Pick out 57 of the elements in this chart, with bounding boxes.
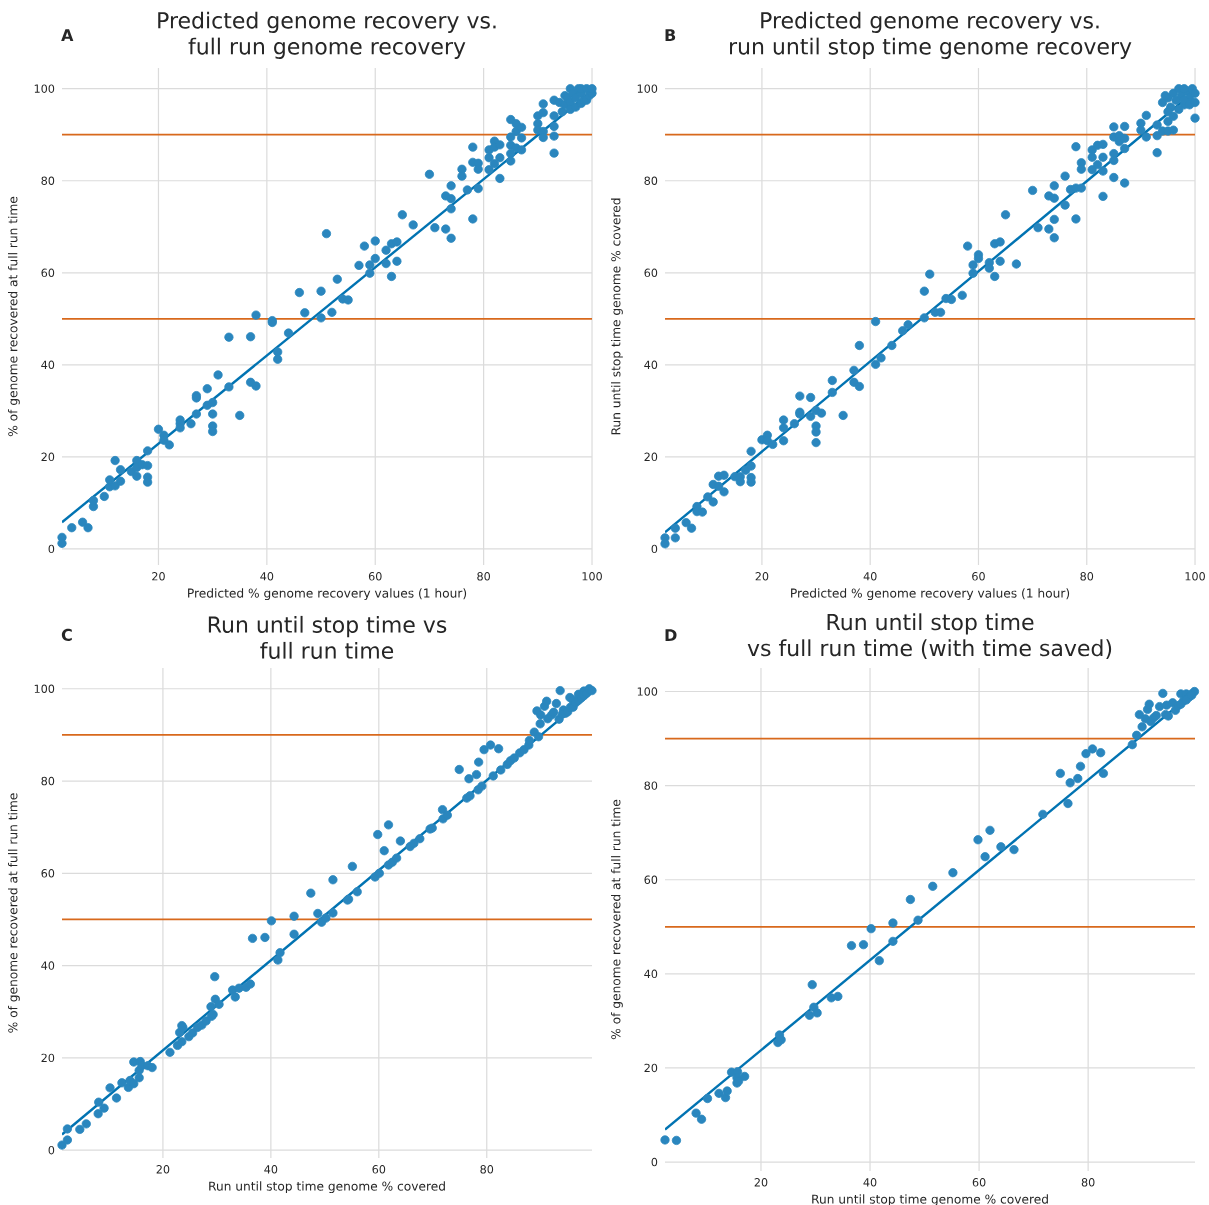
y-tick-label: 100	[34, 684, 55, 693]
y-tick-label: 80	[41, 776, 55, 786]
x-tick-label: 20	[755, 572, 769, 581]
x-tick-label: 100	[1185, 572, 1205, 581]
x-tick-label: 20	[754, 1178, 768, 1187]
y-tick-label: 0	[48, 544, 55, 554]
y-axis-title: % of genome recovered at full run time	[8, 196, 20, 437]
y-tick-label: 60	[41, 869, 55, 878]
x-axis-title: Predicted % genome recovery values (1 hour)	[791, 588, 1070, 601]
x-tick-label: 80	[1081, 1178, 1095, 1187]
y-tick-label: 80	[644, 176, 658, 185]
y-tick-label: 40	[41, 360, 55, 370]
y-tick-label: 0	[651, 544, 658, 554]
y-tick-label: 60	[644, 875, 658, 884]
y-tick-label: 100	[637, 687, 658, 696]
text: D	[665, 629, 677, 641]
y-tick-label: 40	[41, 961, 55, 970]
chart-title: Predicted genome recovery vs. full run genome recovery	[158, 11, 496, 59]
x-tick-label: 40	[264, 1165, 278, 1174]
x-tick-label: 40	[863, 572, 877, 581]
x-tick-label: 20	[156, 1165, 170, 1174]
text: A	[61, 29, 74, 41]
chart-title: Predicted genome recovery vs. run until stop time genome recovery	[730, 11, 1132, 59]
x-tick-label: 100	[582, 572, 602, 581]
y-axis-title: % of genome recovered at full run time	[611, 799, 623, 1040]
chart-title: Run until stop time vs full run time (with time saved)	[747, 613, 1112, 659]
y-axis-title: % of genome recovered at full run time	[8, 793, 20, 1033]
y-tick-label: 20	[41, 1053, 55, 1063]
y-tick-label: 100	[34, 84, 55, 93]
y-tick-label: 0	[651, 1157, 658, 1167]
y-tick-label: 100	[637, 84, 658, 93]
x-tick-label: 40	[863, 1178, 877, 1187]
x-tick-label: 80	[477, 572, 490, 581]
x-axis-title: Predicted % genome recovery values (1 hour)	[188, 588, 467, 601]
y-tick-label: 80	[41, 176, 55, 185]
y-tick-label: 20	[41, 452, 55, 462]
y-tick-label: 80	[644, 781, 658, 790]
y-tick-label: 20	[644, 452, 658, 462]
x-tick-label: 40	[260, 572, 274, 581]
y-tick-label: 40	[644, 969, 658, 979]
x-tick-label: 80	[480, 1165, 494, 1174]
y-tick-label: 20	[644, 1063, 658, 1073]
y-tick-label: 60	[644, 268, 658, 278]
y-axis-title: Run until stop time genome % covered	[611, 198, 623, 435]
x-tick-label: 80	[1080, 572, 1094, 581]
x-tick-label: 60	[972, 572, 985, 581]
x-tick-label: 60	[372, 1165, 386, 1174]
text: B	[665, 29, 676, 41]
x-tick-label: 20	[152, 572, 165, 581]
text: C	[61, 628, 72, 641]
y-tick-label: 60	[41, 268, 55, 278]
y-tick-label: 0	[48, 1145, 55, 1155]
x-tick-label: 60	[972, 1178, 986, 1187]
y-tick-label: 40	[644, 360, 658, 370]
chart-title: Run until stop time vs full run time	[208, 615, 447, 659]
x-axis-title: Run until stop time genome % covered	[209, 1181, 445, 1194]
x-tick-label: 60	[368, 572, 382, 581]
